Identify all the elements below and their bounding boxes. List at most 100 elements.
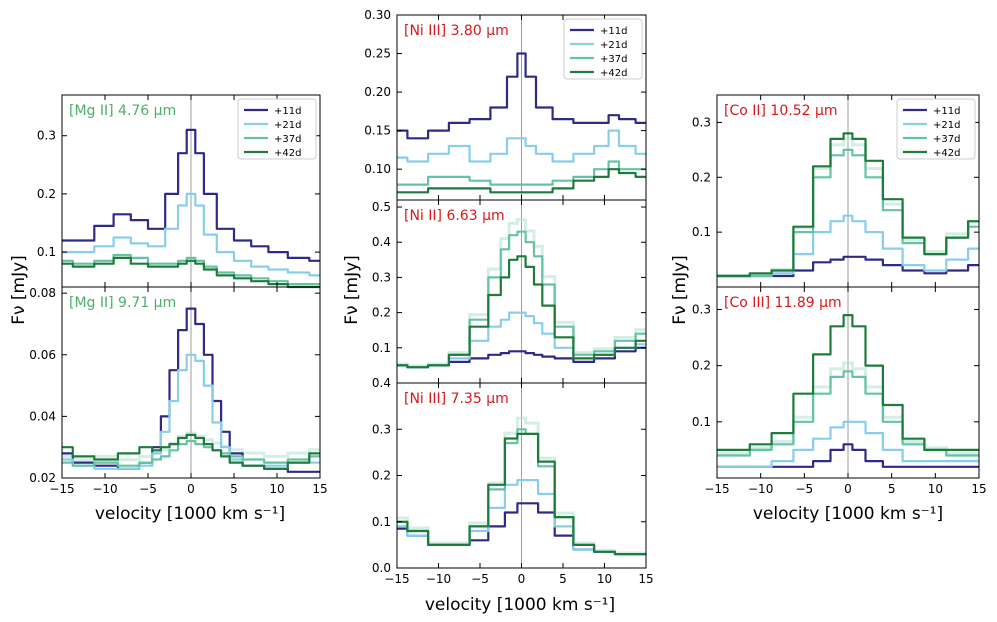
x-tick-label: 5 bbox=[230, 482, 238, 496]
x-tick-label: 10 bbox=[269, 482, 284, 496]
panel-label: [Co II] 10.52 μm bbox=[724, 103, 838, 119]
x-tick-label: −15 bbox=[384, 572, 409, 586]
legend-label: +37d bbox=[274, 134, 301, 145]
y-tick-label: 0.02 bbox=[29, 471, 56, 485]
series-line-p42d bbox=[717, 314, 979, 451]
panel-label: [Ni III] 7.35 μm bbox=[404, 391, 509, 407]
legend-box bbox=[563, 18, 643, 80]
series-line-p42d bbox=[397, 255, 646, 369]
legend-label: +11d bbox=[274, 106, 301, 117]
x-tick-label: −15 bbox=[49, 482, 74, 496]
series-line-p42d bbox=[62, 433, 320, 470]
xlabel-right: velocity [1000 km s⁻¹] bbox=[753, 504, 943, 524]
y-tick-label: 0.3 bbox=[692, 115, 711, 129]
legend-label: +21d bbox=[274, 120, 301, 131]
x-tick-label: −15 bbox=[704, 482, 729, 496]
series-line-p11d bbox=[717, 255, 979, 278]
legend-label: +42d bbox=[274, 148, 301, 159]
y-tick-label: 0.1 bbox=[372, 341, 391, 355]
x-tick-label: 0 bbox=[518, 572, 526, 586]
legend-box bbox=[896, 98, 976, 160]
y-tick-label: 0.4 bbox=[372, 235, 391, 249]
series-line-p42d bbox=[62, 256, 320, 289]
x-tick-label: −5 bbox=[139, 482, 157, 496]
xlabel-middle: velocity [1000 km s⁻¹] bbox=[425, 595, 615, 615]
panel-label: [Ni III] 3.80 μm bbox=[404, 23, 509, 39]
panel-ni3_380: 0.10 0.15 0.20 0.25 0.30 [Ni III] 3.80 μm +11d… bbox=[364, 8, 647, 201]
legend-label: +37d bbox=[933, 134, 960, 145]
series-line-p37d bbox=[397, 160, 646, 186]
x-tick-label: −10 bbox=[426, 572, 451, 586]
legend-label: +11d bbox=[933, 106, 960, 117]
x-tick-label: −5 bbox=[471, 572, 489, 586]
series-line-p11d bbox=[397, 52, 646, 140]
x-tick-label: 10 bbox=[597, 572, 612, 586]
panel-label: [Mg II] 9.71 μm bbox=[69, 295, 176, 311]
ylabel-middle: Fν [mJy] bbox=[342, 255, 362, 325]
ylabel-right: Fν [mJy] bbox=[670, 255, 690, 325]
legend-label: +37d bbox=[600, 54, 627, 65]
legend-label: +42d bbox=[600, 68, 627, 79]
panel-mg2_971: 0.02 0.04 0.06 0.08 −15 −10 −5 0 5 10 15 [Mg II] 9.… bbox=[29, 286, 327, 496]
series-line-p42d bbox=[397, 432, 646, 556]
x-tick-label: 5 bbox=[888, 482, 896, 496]
y-tick-label: 0.1 bbox=[692, 225, 711, 239]
y-tick-label: 0.3 bbox=[37, 129, 56, 143]
series-line-p42d bbox=[717, 132, 979, 278]
panel-mg2_476: 0.1 0.2 0.3 [Mg II] 4.76 μm +11d +21d +37d +42d bbox=[37, 94, 321, 289]
y-tick-label: 0.1 bbox=[692, 415, 711, 429]
y-tick-label: 0.1 bbox=[372, 515, 391, 529]
x-tick-label: 0 bbox=[844, 482, 852, 496]
panel-co3_1189: 0.1 0.2 0.3 −15 −10 −5 0 5 10 15 [Co III] 11.89 μm bbox=[692, 286, 987, 496]
ylabel-left: Fν [mJy] bbox=[9, 255, 29, 325]
y-tick-label: 0.15 bbox=[364, 124, 391, 138]
y-tick-label: 0.3 bbox=[692, 302, 711, 316]
y-tick-label: 0.2 bbox=[372, 306, 391, 320]
y-tick-label: 0.2 bbox=[372, 469, 391, 483]
series-line-p21d bbox=[717, 214, 979, 278]
legend-label: +21d bbox=[600, 40, 627, 51]
series-noise-underlay bbox=[62, 431, 320, 462]
panel-co2_1052: 0.1 0.2 0.3 [Co II] 10.52 μm +11d +21d +37d +42… bbox=[692, 94, 980, 288]
x-tick-label: 15 bbox=[312, 482, 327, 496]
y-tick-label: 0.2 bbox=[692, 170, 711, 184]
y-tick-label: 0.04 bbox=[29, 409, 56, 423]
y-tick-label: 0.20 bbox=[364, 85, 391, 99]
y-tick-label: 0.30 bbox=[364, 8, 391, 22]
series-line-p21d bbox=[62, 192, 320, 277]
y-tick-label: 0.2 bbox=[692, 359, 711, 373]
x-tick-label: −10 bbox=[92, 482, 117, 496]
series-line-p42d bbox=[397, 168, 646, 194]
x-tick-label: 10 bbox=[928, 482, 943, 496]
series-line-p11d bbox=[62, 128, 320, 262]
x-tick-label: 5 bbox=[559, 572, 567, 586]
series-line-p37d bbox=[62, 439, 320, 467]
x-tick-label: −10 bbox=[748, 482, 773, 496]
x-tick-label: −5 bbox=[795, 482, 813, 496]
panel-ni3_735: 0.0 0.1 0.2 0.3 0.4 −15 −10 −5 0 5 10 15 [Ni III] 7.… bbox=[372, 376, 654, 586]
legend-label: +21d bbox=[933, 120, 960, 131]
y-tick-label: 0.3 bbox=[372, 270, 391, 284]
x-tick-label: 0 bbox=[187, 482, 195, 496]
y-tick-label: 0.2 bbox=[37, 187, 56, 201]
panels-group: 0.1 0.2 0.3 [Mg II] 4.76 μm +11d +21d +37d +42d… bbox=[29, 8, 986, 586]
legend-label: +11d bbox=[600, 26, 627, 37]
y-tick-label: 0.1 bbox=[37, 245, 56, 259]
panel-label: [Mg II] 4.76 μm bbox=[69, 103, 176, 119]
legend-label: +42d bbox=[933, 148, 960, 159]
y-tick-label: 0.5 bbox=[372, 200, 391, 214]
y-tick-label: 0.0 bbox=[372, 561, 391, 575]
y-tick-label: 0.25 bbox=[364, 47, 391, 61]
series-line-p21d bbox=[397, 129, 646, 163]
panel-ni2_663: 0.1 0.2 0.3 0.4 0.5 [Ni II] 6.63 μm bbox=[372, 199, 647, 384]
x-tick-label: 15 bbox=[971, 482, 986, 496]
y-tick-label: 0.10 bbox=[364, 162, 391, 176]
y-tick-label: 0.3 bbox=[372, 422, 391, 436]
panel-label: [Co III] 11.89 μm bbox=[724, 295, 842, 311]
legend-box bbox=[237, 98, 317, 160]
xlabel-left: velocity [1000 km s⁻¹] bbox=[95, 504, 285, 524]
series-line-p21d bbox=[717, 420, 979, 468]
panel-label: [Ni II] 6.63 μm bbox=[404, 208, 505, 224]
y-tick-label: 0.08 bbox=[29, 286, 56, 300]
